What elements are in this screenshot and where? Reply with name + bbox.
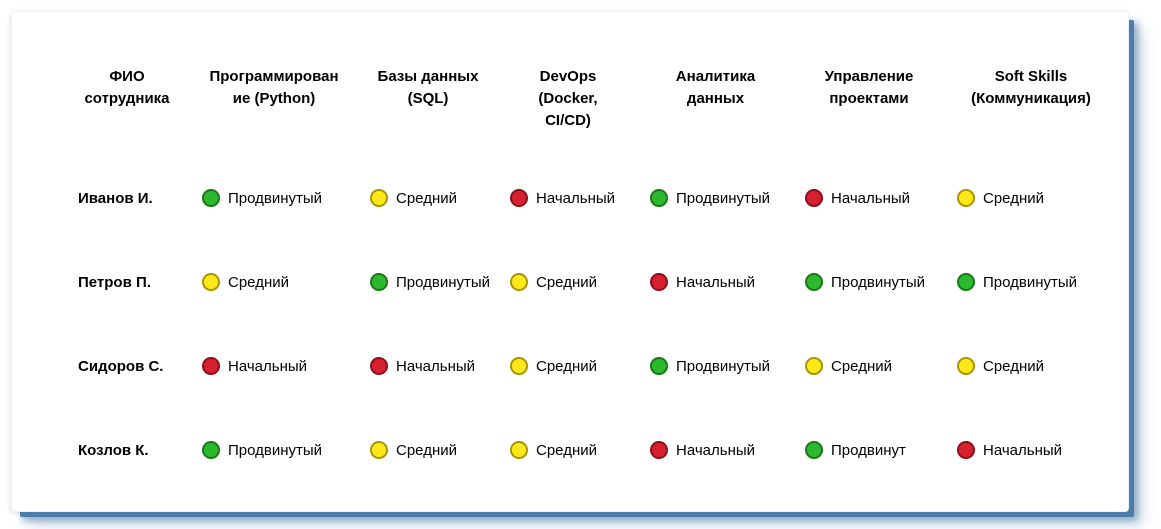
skill-level-label: Продвинутый xyxy=(983,273,1078,291)
skill-cell: Продвинутый xyxy=(638,156,793,240)
status-indicator-icon xyxy=(202,357,220,375)
skills-matrix-panel: ФИО сотрудника Программирован ие (Python)… xyxy=(12,12,1128,511)
skill-cell: Средний xyxy=(498,240,638,324)
skill-level-label: Продвинутый xyxy=(676,189,771,207)
skill-level-label: Средний xyxy=(831,357,892,375)
status-indicator-icon xyxy=(957,273,975,291)
status-indicator-icon xyxy=(650,273,668,291)
status-indicator-icon xyxy=(202,273,220,291)
skill-cell: Продвинутый xyxy=(190,408,358,492)
skill-cell: Средний xyxy=(945,156,1117,240)
skill-cell: Начальный xyxy=(638,408,793,492)
status-indicator-icon xyxy=(650,357,668,375)
skill-level-label: Начальный xyxy=(676,441,756,459)
skill-level-label: Начальный xyxy=(831,189,911,207)
status-indicator-icon xyxy=(510,273,528,291)
column-header: Управление проектами xyxy=(824,68,914,107)
skill-cell: Продвинутый xyxy=(945,240,1117,324)
skill-cell: Продвинутый xyxy=(638,324,793,408)
employee-name: Козлов К. xyxy=(78,441,149,459)
skill-cell: Начальный xyxy=(358,324,498,408)
skill-level-label: Начальный xyxy=(983,441,1063,459)
skill-cell: Продвинутый xyxy=(190,156,358,240)
skill-level-label: Продвинутый xyxy=(396,273,491,291)
employee-name: Петров П. xyxy=(78,273,151,291)
skill-cell: Начальный xyxy=(190,324,358,408)
status-indicator-icon xyxy=(805,189,823,207)
skills-table: ФИО сотрудника Программирован ие (Python)… xyxy=(12,12,1128,492)
skill-level-label: Продвинутый xyxy=(228,189,323,207)
status-indicator-icon xyxy=(370,441,388,459)
status-indicator-icon xyxy=(805,357,823,375)
skill-cell: Средний xyxy=(498,324,638,408)
status-indicator-icon xyxy=(202,189,220,207)
skill-level-label: Средний xyxy=(228,273,289,291)
skill-level-label: Средний xyxy=(536,441,597,459)
skill-level-label: Продвинутый xyxy=(676,357,771,375)
status-indicator-icon xyxy=(650,441,668,459)
skill-level-label: Продвинутый xyxy=(228,441,323,459)
status-indicator-icon xyxy=(805,441,823,459)
skill-cell: Начальный xyxy=(498,156,638,240)
skill-level-label: Средний xyxy=(983,189,1044,207)
column-header: ФИО сотрудника xyxy=(84,68,170,107)
skill-cell: Начальный xyxy=(638,240,793,324)
skill-level-label: Средний xyxy=(396,441,457,459)
skill-cell: Средний xyxy=(358,156,498,240)
skill-level-label: Продвинутый xyxy=(831,273,926,291)
skill-cell: Средний xyxy=(358,408,498,492)
status-indicator-icon xyxy=(370,273,388,291)
status-indicator-icon xyxy=(805,273,823,291)
skill-level-label: Продвинут xyxy=(831,441,906,459)
skill-cell: Начальный xyxy=(945,408,1117,492)
status-indicator-icon xyxy=(957,441,975,459)
skill-level-label: Средний xyxy=(536,357,597,375)
employee-name: Сидоров С. xyxy=(78,357,164,375)
skill-cell: Средний xyxy=(190,240,358,324)
status-indicator-icon xyxy=(510,441,528,459)
column-header: Soft Skills (Коммуникация) xyxy=(971,68,1091,107)
column-header: Программирован ие (Python) xyxy=(209,68,339,107)
skill-level-label: Начальный xyxy=(396,357,476,375)
skill-level-label: Начальный xyxy=(676,273,756,291)
skill-level-label: Средний xyxy=(983,357,1044,375)
column-header: DevOps (Docker, CI/CD) xyxy=(538,68,598,129)
skill-level-label: Начальный xyxy=(228,357,308,375)
status-indicator-icon xyxy=(370,357,388,375)
skill-cell: Продвинутый xyxy=(358,240,498,324)
skill-cell: Начальный xyxy=(793,156,945,240)
skill-level-label: Средний xyxy=(536,273,597,291)
skill-level-label: Начальный xyxy=(536,189,616,207)
employee-name: Иванов И. xyxy=(78,189,153,207)
skill-cell: Средний xyxy=(793,324,945,408)
status-indicator-icon xyxy=(957,189,975,207)
status-indicator-icon xyxy=(650,189,668,207)
skill-cell: Продвинутый xyxy=(793,240,945,324)
skill-cell: Средний xyxy=(498,408,638,492)
skill-cell: Продвинут xyxy=(793,408,945,492)
skill-cell: Средний xyxy=(945,324,1117,408)
status-indicator-icon xyxy=(202,441,220,459)
column-header: Аналитика данных xyxy=(675,68,756,107)
status-indicator-icon xyxy=(957,357,975,375)
status-indicator-icon xyxy=(510,189,528,207)
skill-level-label: Средний xyxy=(396,189,457,207)
column-header: Базы данных (SQL) xyxy=(377,68,479,107)
status-indicator-icon xyxy=(510,357,528,375)
status-indicator-icon xyxy=(370,189,388,207)
